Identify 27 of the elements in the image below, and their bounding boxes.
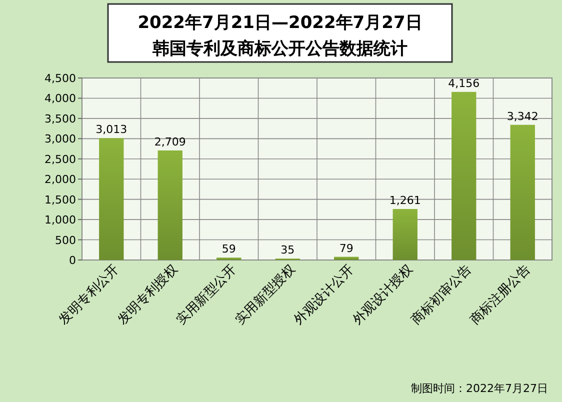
text: 制图时间：2022年7月27日	[411, 382, 548, 395]
bar	[452, 92, 476, 260]
bar	[334, 256, 359, 260]
y-tick-label: 0	[69, 254, 76, 267]
y-tick-label: 4,000	[44, 92, 76, 106]
y-tick-label: 3,500	[44, 112, 76, 126]
data-label: 4,156	[448, 76, 480, 90]
y-tick-label: 3,000	[44, 132, 76, 146]
data-label: 35	[280, 244, 295, 257]
y-tick-label: 2,500	[44, 152, 76, 166]
data-label: 79	[339, 242, 354, 255]
chart-subtitle: 韩国专利及商标公开公告数据统计	[152, 39, 408, 59]
chart-title: 2022年7月21日—2022年7月27日	[138, 13, 422, 33]
bar	[158, 150, 182, 260]
bar	[99, 138, 124, 260]
y-tick-label: 2,000	[44, 173, 76, 186]
data-label: 1,261	[389, 194, 421, 207]
data-label: 59	[222, 242, 236, 256]
data-label: 3,342	[506, 110, 538, 123]
y-tick-label: 1,500	[44, 193, 76, 206]
bar	[392, 209, 418, 260]
data-label: 3,013	[96, 123, 128, 136]
bar	[510, 124, 535, 260]
y-tick-label: 1,000	[44, 214, 76, 227]
y-tick-label: 500	[55, 234, 76, 247]
y-tick-label: 4,500	[44, 72, 76, 85]
data-label: 2,709	[154, 135, 186, 148]
